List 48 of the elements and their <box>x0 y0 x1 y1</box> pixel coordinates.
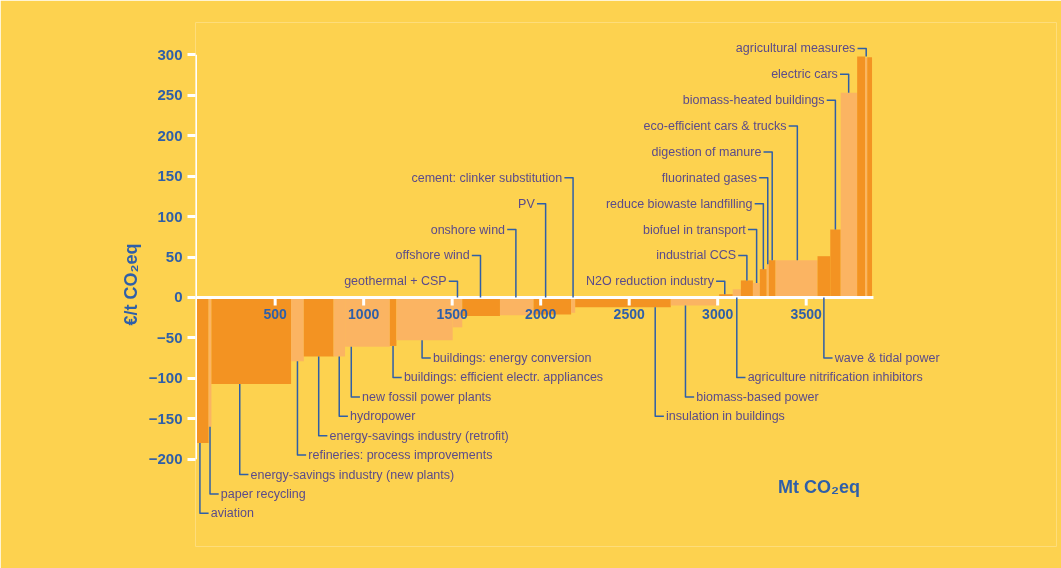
y-axis-title: €/t CO₂eq <box>120 243 141 326</box>
x-tick-label: 3500 <box>790 305 822 322</box>
y-tick-label: −200 <box>148 450 183 468</box>
x-tick-label: 2000 <box>525 305 557 322</box>
x-tick-label: 3000 <box>702 305 734 322</box>
x-tick-label: 500 <box>263 305 288 322</box>
y-tick-label: 0 <box>174 288 183 306</box>
x-tick-label: 2500 <box>613 305 645 322</box>
annotation: geothermal + CSP <box>344 274 447 289</box>
annotation: offshore wind <box>395 248 470 263</box>
annotation: buildings: energy conversion <box>432 351 592 366</box>
annotation: agricultural measures <box>735 41 856 56</box>
y-tick-label: 300 <box>157 45 183 63</box>
annotation: biomass-heated buildings <box>682 93 825 108</box>
x-tick-label: 1500 <box>436 305 468 322</box>
annotation: new fossil power plants <box>362 389 492 404</box>
annotation: eco-efficient cars & trucks <box>643 119 787 134</box>
annotation: onshore wind <box>430 222 506 237</box>
y-tick-label: 200 <box>157 126 183 144</box>
annotation: wave & tidal power <box>833 351 940 366</box>
annotation: biomass-based power <box>696 389 819 404</box>
y-tick-label: 250 <box>157 86 183 104</box>
x-tick-label: 1000 <box>348 305 380 322</box>
annotation: reduce biowaste landfilling <box>605 196 753 211</box>
annotation: N2O reduction industry <box>586 274 715 289</box>
annotation: insulation in buildings <box>666 409 785 424</box>
y-tick-label: −150 <box>148 409 183 427</box>
annotation: digestion of manure <box>651 144 762 159</box>
annotation: aviation <box>210 506 254 521</box>
annotation: PV <box>518 196 536 211</box>
annotation: hydropower <box>350 409 416 424</box>
y-tick-label: −100 <box>148 369 183 387</box>
annotation: industrial CCS <box>656 248 737 263</box>
annotation: cement: clinker substitution <box>411 170 563 185</box>
y-tick-label: 100 <box>157 207 183 225</box>
annotation: electric cars <box>771 67 838 82</box>
annotation: paper recycling <box>220 486 306 501</box>
annotation: fluorinated gases <box>661 170 757 185</box>
annotation: biofuel in transport <box>642 222 747 237</box>
x-axis-title: Mt CO₂eq <box>777 477 860 498</box>
annotation: refineries: process improvements <box>308 448 493 463</box>
annotation: energy-savings industry (new plants) <box>250 467 455 482</box>
annotation: energy-savings industry (retrofit) <box>329 428 509 443</box>
annotation: buildings: efficient electr. appliances <box>403 370 604 385</box>
y-tick-label: 150 <box>157 167 183 185</box>
y-tick-label: 50 <box>165 248 183 266</box>
annotation: agriculture nitrification inhibitors <box>747 370 923 385</box>
y-tick-label: −50 <box>157 328 183 346</box>
